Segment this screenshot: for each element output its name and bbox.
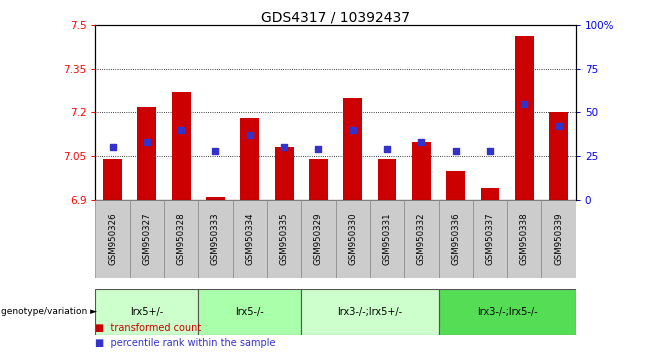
Bar	[336, 200, 370, 278]
Bar	[240, 118, 259, 200]
Bar	[412, 142, 431, 200]
Point	[176, 127, 186, 133]
Bar	[233, 200, 267, 278]
Bar	[542, 200, 576, 278]
Bar	[549, 113, 568, 200]
Bar	[343, 98, 362, 200]
Point	[107, 145, 118, 150]
Bar	[198, 200, 233, 278]
Text: GSM950326: GSM950326	[108, 213, 117, 265]
Text: GSM950328: GSM950328	[177, 213, 186, 265]
Point	[141, 139, 152, 145]
Point	[279, 145, 290, 150]
Point	[211, 148, 221, 154]
Bar	[438, 200, 473, 278]
Bar	[130, 200, 164, 278]
Text: GSM950339: GSM950339	[554, 213, 563, 265]
Point	[347, 127, 358, 133]
Point	[553, 124, 564, 129]
Bar	[515, 36, 534, 200]
Text: ■  transformed count: ■ transformed count	[95, 324, 201, 333]
Point	[416, 139, 426, 145]
Text: GSM950336: GSM950336	[451, 213, 460, 265]
Bar	[438, 289, 576, 335]
Bar	[301, 289, 438, 335]
Text: ■  percentile rank within the sample: ■ percentile rank within the sample	[95, 338, 276, 348]
Text: GSM950331: GSM950331	[382, 213, 392, 265]
Bar	[95, 200, 130, 278]
Text: GDS4317 / 10392437: GDS4317 / 10392437	[261, 11, 410, 25]
Text: GSM950330: GSM950330	[348, 213, 357, 265]
Text: GSM950332: GSM950332	[417, 213, 426, 265]
Text: lrx5+/-: lrx5+/-	[130, 307, 163, 316]
Bar	[378, 159, 397, 200]
Point	[382, 146, 392, 152]
Bar	[172, 92, 191, 200]
Point	[313, 146, 324, 152]
Point	[451, 148, 461, 154]
Point	[519, 101, 530, 107]
Text: GSM950327: GSM950327	[142, 213, 151, 265]
Bar	[267, 200, 301, 278]
Text: lrx3-/-;lrx5+/-: lrx3-/-;lrx5+/-	[338, 307, 403, 316]
Bar	[404, 200, 438, 278]
Bar	[480, 188, 499, 200]
Bar	[95, 289, 198, 335]
Text: GSM950335: GSM950335	[280, 213, 289, 265]
Bar	[198, 289, 301, 335]
Point	[485, 148, 495, 154]
Bar	[507, 200, 542, 278]
Text: lrx5-/-: lrx5-/-	[236, 307, 264, 316]
Point	[245, 132, 255, 138]
Bar	[274, 148, 293, 200]
Bar	[206, 197, 225, 200]
Bar	[309, 159, 328, 200]
Text: GSM950338: GSM950338	[520, 213, 529, 265]
Text: GSM950334: GSM950334	[245, 213, 254, 265]
Bar	[138, 107, 157, 200]
Text: genotype/variation ►: genotype/variation ►	[1, 307, 97, 316]
Bar	[103, 159, 122, 200]
Bar	[164, 200, 198, 278]
Bar	[473, 200, 507, 278]
Bar	[370, 200, 404, 278]
Text: GSM950329: GSM950329	[314, 213, 323, 265]
Text: GSM950333: GSM950333	[211, 213, 220, 265]
Text: GSM950337: GSM950337	[486, 213, 494, 265]
Bar	[446, 171, 465, 200]
Bar	[301, 200, 336, 278]
Text: lrx3-/-;lrx5-/-: lrx3-/-;lrx5-/-	[477, 307, 538, 316]
